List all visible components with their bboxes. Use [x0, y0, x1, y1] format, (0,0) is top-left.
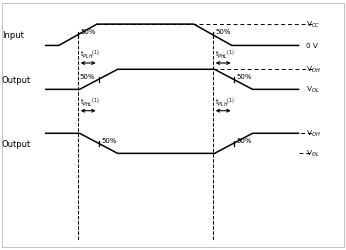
- Text: 50%: 50%: [236, 74, 252, 80]
- Text: V$_{OL}$: V$_{OL}$: [306, 85, 320, 95]
- Text: Output: Output: [2, 76, 31, 84]
- Text: V$_{OL}$: V$_{OL}$: [306, 149, 320, 159]
- Text: t$_{PLH}$$^{(1)}$: t$_{PLH}$$^{(1)}$: [215, 96, 235, 108]
- Text: 50%: 50%: [216, 29, 231, 35]
- Text: Output: Output: [2, 139, 31, 148]
- Text: Input: Input: [2, 31, 24, 40]
- Text: 50%: 50%: [81, 29, 96, 35]
- Text: t$_{PHL}$$^{(1)}$: t$_{PHL}$$^{(1)}$: [80, 96, 100, 108]
- Text: 50%: 50%: [101, 137, 117, 143]
- Text: V$_{CC}$: V$_{CC}$: [306, 20, 320, 30]
- Text: V$_{OH}$: V$_{OH}$: [306, 65, 321, 75]
- Text: 50%: 50%: [80, 74, 95, 80]
- Text: 0 V: 0 V: [306, 43, 318, 49]
- Text: t$_{PHL}$$^{(1)}$: t$_{PHL}$$^{(1)}$: [215, 48, 235, 61]
- Text: t$_{PLH}$$^{(1)}$: t$_{PLH}$$^{(1)}$: [80, 48, 100, 61]
- Text: 50%: 50%: [236, 137, 252, 143]
- Text: V$_{OH}$: V$_{OH}$: [306, 129, 321, 139]
